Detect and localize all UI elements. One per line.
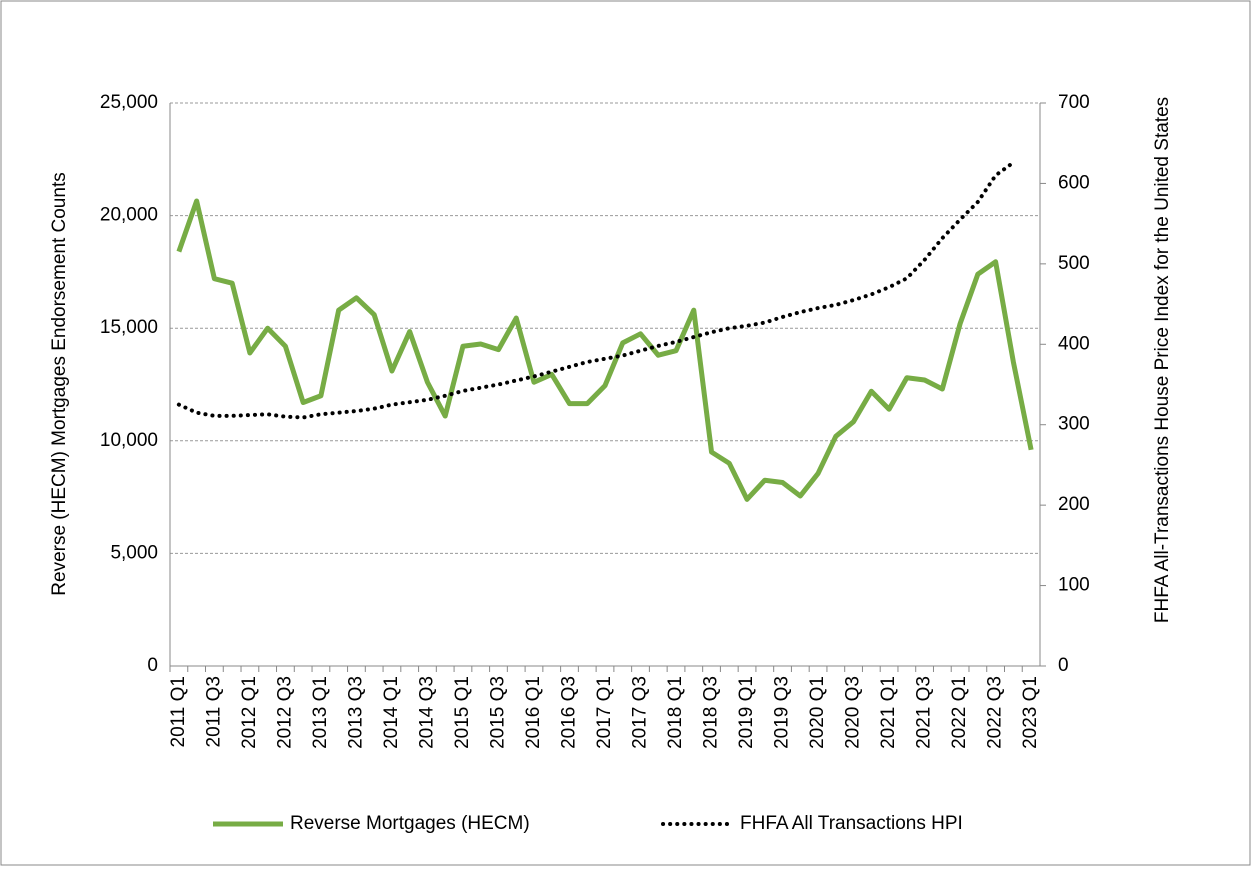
x-tick-label: 2016 Q1 <box>523 676 544 749</box>
x-tick-label: 2019 Q1 <box>736 676 757 749</box>
y-axis-label: Reverse (HECM) Mortgages Endorsement Cou… <box>49 172 70 595</box>
x-tick-label: 2014 Q3 <box>416 676 437 749</box>
y2-tick-label: 100 <box>1058 575 1090 596</box>
x-tick-label: 2011 Q1 <box>168 676 189 747</box>
x-tick-label: 2016 Q3 <box>559 676 580 749</box>
x-tick-label: 2021 Q3 <box>914 676 935 749</box>
x-tick-label: 2011 Q3 <box>203 676 224 747</box>
x-tick-label: 2022 Q3 <box>985 676 1006 749</box>
x-tick-label: 2013 Q3 <box>345 676 366 749</box>
x-tick-label: 2012 Q3 <box>274 676 295 749</box>
x-tick-label: 2012 Q1 <box>239 676 260 749</box>
legend-label: FHFA All Transactions HPI <box>740 813 963 834</box>
y2-tick-label: 700 <box>1058 92 1090 113</box>
x-tick-label: 2020 Q3 <box>843 676 864 749</box>
x-tick-label: 2017 Q1 <box>594 676 615 749</box>
series-line <box>176 198 1034 502</box>
y-tick-label: 20,000 <box>100 205 158 226</box>
y-tick-label: 0 <box>147 655 158 676</box>
legend-label: Reverse Mortgages (HECM) <box>290 813 530 834</box>
x-tick-label: 2018 Q1 <box>665 676 686 749</box>
y-tick-label: 10,000 <box>100 430 158 451</box>
y2-tick-label: 300 <box>1058 414 1090 435</box>
x-tick-label: 2017 Q3 <box>630 676 651 749</box>
x-tick-label: 2013 Q1 <box>310 676 331 749</box>
x-tick-label: 2018 Q3 <box>701 676 722 749</box>
x-tick-label: 2019 Q3 <box>772 676 793 749</box>
y2-axis-label: FHFA All-Transactions House Price Index … <box>1152 97 1173 623</box>
x-tick-label: 2020 Q1 <box>807 676 828 749</box>
y2-tick-label: 400 <box>1058 333 1090 354</box>
x-tick-label: 2023 Q1 <box>1020 676 1041 749</box>
series-line <box>176 160 1016 420</box>
y2-tick-label: 0 <box>1058 655 1069 676</box>
y-tick-label: 25,000 <box>100 92 158 113</box>
y2-tick-label: 500 <box>1058 253 1090 274</box>
y-tick-label: 5,000 <box>110 542 158 563</box>
x-tick-label: 2022 Q1 <box>949 676 970 749</box>
x-tick-label: 2014 Q1 <box>381 676 402 749</box>
y2-tick-label: 200 <box>1058 494 1090 515</box>
x-tick-label: 2015 Q3 <box>487 676 508 749</box>
x-tick-label: 2015 Q1 <box>452 676 473 749</box>
y2-tick-label: 600 <box>1058 172 1090 193</box>
x-tick-label: 2021 Q1 <box>878 676 899 749</box>
y-tick-label: 15,000 <box>100 317 158 338</box>
